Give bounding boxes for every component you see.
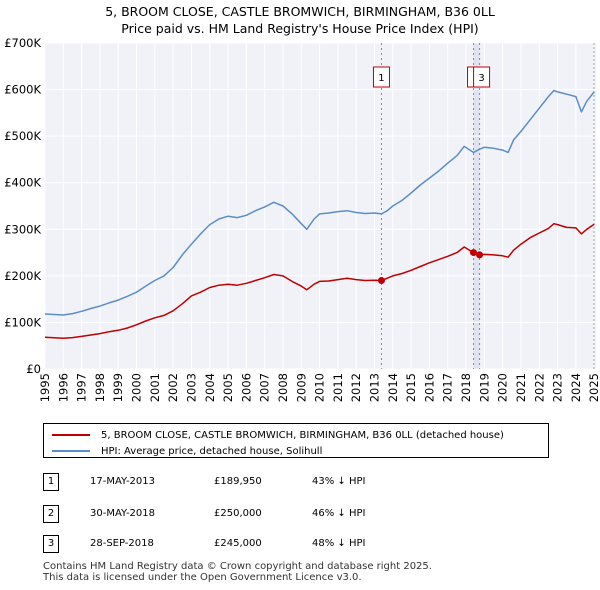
- footer-copyright: Contains HM Land Registry data © Crown c…: [43, 561, 432, 572]
- x-tick-label: 2010: [313, 373, 327, 402]
- y-tick-label: £200K: [4, 269, 41, 283]
- x-tick-label: 1997: [75, 373, 89, 402]
- x-tick-label: 2020: [496, 373, 510, 402]
- transaction-price: £245,000: [214, 538, 262, 549]
- x-tick-label: 2004: [203, 373, 217, 402]
- transaction-date: 17-MAY-2013: [90, 476, 156, 487]
- y-tick-label: £600K: [4, 83, 41, 97]
- x-tick-label: 1995: [38, 373, 52, 402]
- property-line-swatch: [52, 434, 90, 436]
- y-tick-label: £100K: [4, 315, 41, 329]
- transaction-date: 28-SEP-2018: [90, 538, 154, 549]
- y-tick-label: £300K: [4, 222, 41, 236]
- y-tick-label: £700K: [4, 36, 41, 50]
- legend: 5, BROOM CLOSE, CASTLE BROMWICH, BIRMING…: [43, 423, 549, 458]
- transaction-marker: 1: [43, 473, 59, 491]
- hpi-line-swatch: [52, 450, 90, 452]
- x-tick-label: 2017: [441, 373, 455, 402]
- sale-point: [476, 251, 484, 259]
- x-tick-label: 2001: [148, 373, 162, 402]
- transaction-hpi-diff: 43% ↓ HPI: [312, 476, 366, 487]
- x-tick-label: 2000: [130, 373, 144, 402]
- x-tick-label: 2015: [404, 373, 418, 402]
- transaction-row: 2 30-MAY-2018 £250,000 46% ↓ HPI: [0, 505, 600, 525]
- hpi-line: [44, 89, 595, 316]
- transaction-hpi-diff: 48% ↓ HPI: [312, 538, 366, 549]
- x-tick-label: 2019: [477, 373, 491, 402]
- sale-number-box: [372, 66, 390, 88]
- transaction-price: £189,950: [214, 476, 262, 487]
- x-tick-label: 2021: [514, 373, 528, 402]
- x-tick-label: 2008: [276, 373, 290, 402]
- y-tick-label: £0: [26, 362, 41, 376]
- x-tick-label: 2002: [166, 373, 180, 402]
- footer-licence: This data is licensed under the Open Gov…: [43, 572, 362, 583]
- y-tick-label: £500K: [4, 129, 41, 143]
- x-tick-label: 2006: [239, 373, 253, 402]
- x-tick-label: 2009: [294, 373, 308, 402]
- sale-point: [470, 249, 478, 257]
- price-chart: £0 £100K £200K £300K £400K £500K £600K £700K 199…: [4, 36, 600, 402]
- transaction-date: 30-MAY-2018: [90, 508, 156, 519]
- x-tick-label: 2005: [221, 373, 235, 402]
- x-tick-label: 2016: [422, 373, 436, 402]
- legend-item-property: 5, BROOM CLOSE, CASTLE BROMWICH, BIRMING…: [52, 427, 504, 443]
- x-tick-label: 2011: [331, 373, 345, 402]
- transaction-row: 3 28-SEP-2018 £245,000 48% ↓ HPI: [0, 535, 600, 555]
- chart-subtitle: Price paid vs. HM Land Registry's House …: [121, 21, 479, 36]
- legend-hpi-label: HPI: Average price, detached house, Soli…: [101, 445, 323, 457]
- x-tick-label: 2003: [184, 373, 198, 402]
- legend-item-hpi: HPI: Average price, detached house, Soli…: [52, 443, 322, 459]
- transaction-marker: 3: [43, 535, 59, 553]
- x-tick-label: 1996: [56, 373, 70, 402]
- footer: Contains HM Land Registry data © Crown c…: [43, 561, 432, 583]
- x-tick-label: 2014: [386, 373, 400, 402]
- legend-property-label: 5, BROOM CLOSE, CASTLE BROMWICH, BIRMING…: [101, 429, 504, 441]
- x-tick-label: 2018: [459, 373, 473, 402]
- plot-area: [45, 43, 596, 369]
- transaction-hpi-diff: 46% ↓ HPI: [312, 508, 366, 519]
- sale-number-label: 1: [378, 73, 384, 84]
- x-tick-label: 2012: [349, 373, 363, 402]
- x-tick-label: 1999: [111, 373, 125, 402]
- transaction-row: 1 17-MAY-2013 £189,950 43% ↓ HPI: [0, 473, 600, 493]
- sale-number-box: [473, 66, 491, 88]
- sale-point: [377, 277, 385, 285]
- sale-period-band: [473, 43, 480, 369]
- x-tick-label: 2007: [258, 373, 272, 402]
- y-tick-label: £400K: [4, 176, 41, 190]
- sale-number-label: 3: [478, 73, 484, 84]
- x-tick-label: 2023: [551, 373, 565, 402]
- chart-title: 5, BROOM CLOSE, CASTLE BROMWICH, BIRMING…: [105, 4, 495, 19]
- x-tick-label: 2022: [532, 373, 546, 402]
- transaction-price: £250,000: [214, 508, 262, 519]
- x-tick-label: 1998: [93, 373, 107, 402]
- x-tick-label: 2013: [368, 373, 382, 402]
- x-tick-label: 2024: [569, 373, 583, 402]
- transaction-marker: 2: [43, 505, 59, 523]
- x-tick-label: 2025: [587, 373, 600, 402]
- property-price-line: [44, 222, 595, 340]
